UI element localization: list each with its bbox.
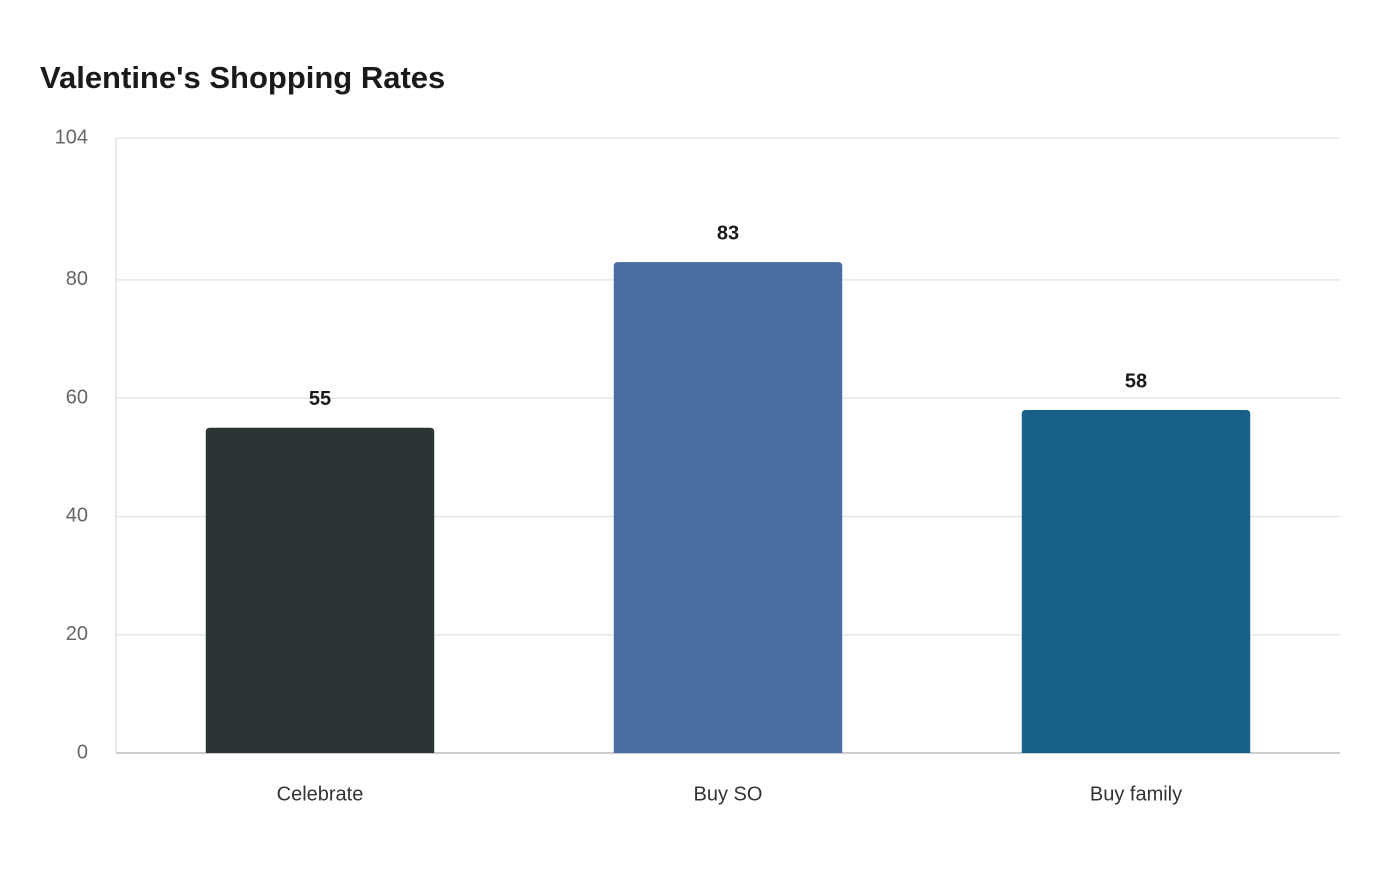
y-tick-label: 20 [66, 623, 88, 645]
y-tick-label: 80 [66, 268, 88, 290]
y-tick-label: 60 [66, 386, 88, 408]
x-tick-label: Buy SO [694, 783, 763, 805]
data-label: 55 [309, 388, 331, 410]
y-tick-label: 0 [77, 741, 88, 763]
y-tick-label: 104 [55, 126, 88, 148]
x-tick-label: Buy family [1090, 783, 1182, 805]
data-label: 58 [1125, 370, 1147, 392]
bar [613, 262, 843, 753]
bar [1021, 410, 1251, 753]
chart-title: Valentine's Shopping Rates [40, 60, 445, 95]
data-label: 83 [717, 222, 739, 244]
bar [205, 427, 435, 753]
x-tick-label: Celebrate [277, 783, 364, 805]
y-tick-label: 40 [66, 505, 88, 527]
